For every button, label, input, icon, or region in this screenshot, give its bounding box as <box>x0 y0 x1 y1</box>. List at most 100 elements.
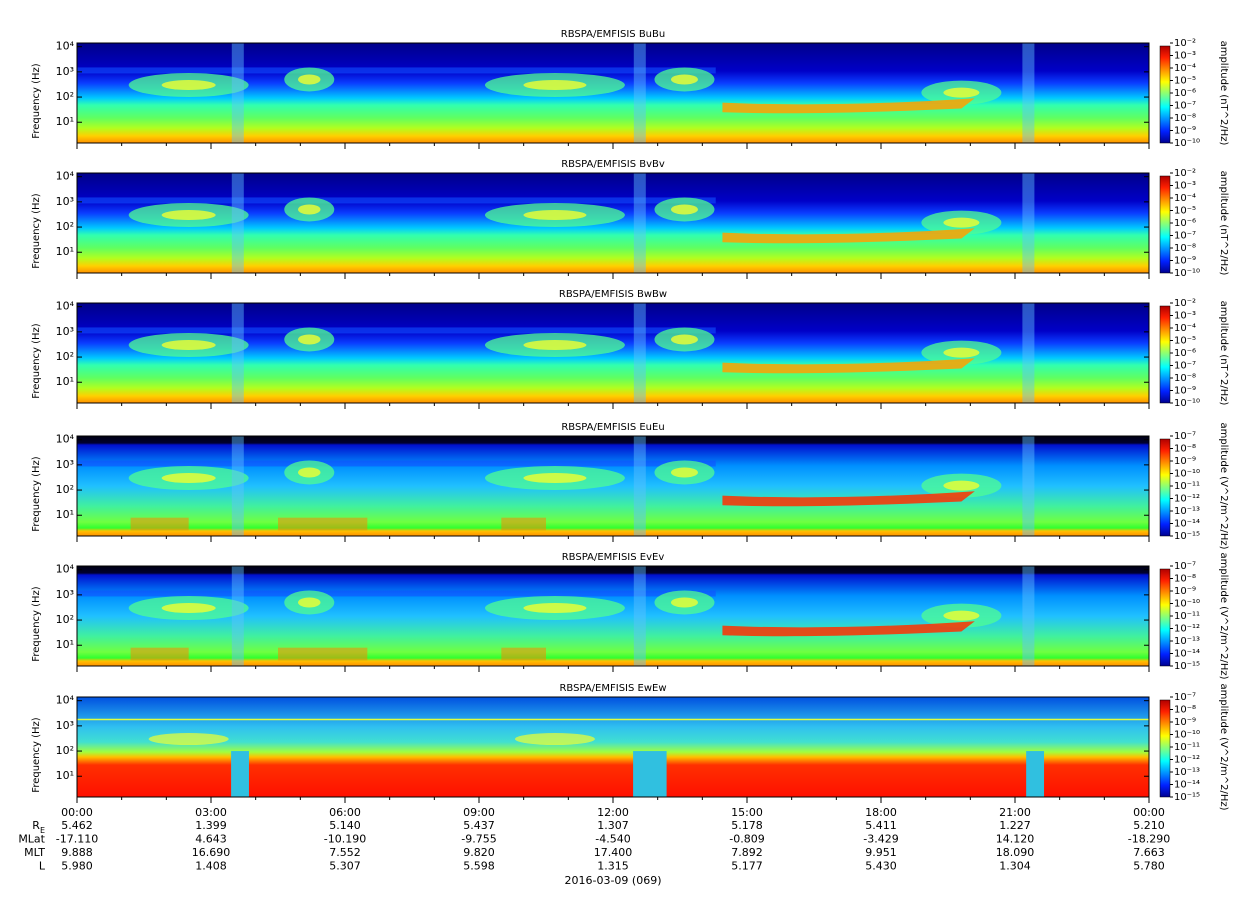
gap <box>633 751 667 797</box>
low-freq <box>501 517 546 531</box>
colorbar-tick-label: 10⁻⁸ <box>1174 444 1196 455</box>
y-tick-label: 10¹ <box>56 375 74 388</box>
ephemeris-value: 5.598 <box>463 860 495 873</box>
colorbar <box>1159 175 1171 274</box>
colorbar-tick-label: 10⁻⁵ <box>1174 336 1196 347</box>
panel-title: RBSPA/EMFISIS BwBw <box>559 289 667 300</box>
colorbar-tick-label: 10⁻⁸ <box>1174 243 1196 254</box>
y-axis-label: Frequency (Hz) <box>31 717 42 793</box>
spectrogram-background <box>77 697 1149 797</box>
y-tick-label: 10³ <box>56 325 74 338</box>
y-tick-label: 10⁴ <box>56 300 75 313</box>
ephemeris-value: 1.304 <box>999 860 1031 873</box>
ephemeris-value: 1.307 <box>597 819 629 832</box>
colorbar-tick-label: 10⁻¹¹ <box>1174 742 1200 753</box>
emission <box>298 334 321 345</box>
emission <box>298 204 321 215</box>
ephemeris-value: 1.315 <box>597 860 629 873</box>
ephemeris-value: 5.177 <box>731 860 763 873</box>
colorbar-tick-label: 10⁻¹⁴ <box>1174 649 1200 660</box>
emission <box>298 597 321 608</box>
y-tick-label: 10⁴ <box>56 694 75 707</box>
y-tick-label: 10¹ <box>56 638 74 651</box>
chorus-band <box>722 98 975 114</box>
ephemeris-value: 14.120 <box>996 833 1035 846</box>
spike <box>633 436 646 536</box>
band <box>77 460 716 467</box>
x-tick-label: 06:00 <box>329 806 361 819</box>
colorbar-tick-label: 10⁻⁵ <box>1174 206 1196 217</box>
panel-title: RBSPA/EMFISIS EvEv <box>562 552 665 563</box>
emission <box>670 467 698 478</box>
y-tick-label: 10⁴ <box>56 433 75 446</box>
ephemeris-value: 7.552 <box>329 846 361 859</box>
colorbar-label: amplitude (nT^2/Hz) <box>1218 301 1229 406</box>
ephemeris-value: 7.663 <box>1133 846 1165 859</box>
colorbar-tick-label: 10⁻¹⁰ <box>1174 138 1200 149</box>
emission <box>161 473 216 484</box>
ephemeris-value: 4.643 <box>195 833 227 846</box>
y-tick-label: 10² <box>56 90 74 103</box>
y-tick-label: 10¹ <box>56 115 74 128</box>
emission <box>523 80 587 91</box>
x-tick-label: 09:00 <box>463 806 495 819</box>
colorbar-label: amplitude (nT^2/Hz) <box>1218 171 1229 276</box>
colorbar-tick-label: 10⁻¹⁰ <box>1174 268 1200 279</box>
emission <box>161 603 216 614</box>
y-tick-label: 10¹ <box>56 769 74 782</box>
low-freq <box>130 647 189 661</box>
y-axis-label: Frequency (Hz) <box>31 456 42 532</box>
colorbar-tick-label: 10⁻⁷ <box>1174 361 1196 372</box>
colorbar-tick-label: 10⁻⁴ <box>1174 323 1196 334</box>
chorus-band <box>722 358 975 374</box>
colorbar-tick-label: 10⁻⁶ <box>1174 218 1196 229</box>
colorbar-tick-label: 10⁻² <box>1174 168 1196 179</box>
colorbar-tick-label: 10⁻⁹ <box>1174 386 1196 397</box>
spectrogram-image <box>77 566 1149 666</box>
colorbar-tick-label: 10⁻⁴ <box>1174 63 1196 74</box>
colorbar-tick-label: 10⁻⁶ <box>1174 348 1196 359</box>
spectrogram-image <box>77 436 1149 536</box>
colorbar-tick-label: 10⁻¹⁵ <box>1174 531 1200 542</box>
y-tick-label: 10⁴ <box>56 563 75 576</box>
band <box>77 590 716 597</box>
ephemeris-value: -10.190 <box>324 833 366 846</box>
spike <box>1022 303 1035 403</box>
ephemeris-label: RE <box>32 819 45 835</box>
ephemeris-value: 18.090 <box>996 846 1035 859</box>
colorbar-tick-label: 10⁻¹⁴ <box>1174 519 1200 530</box>
ephemeris-value: 9.820 <box>463 846 495 859</box>
colorbar-tick-label: 10⁻⁸ <box>1174 113 1196 124</box>
colorbar-tick-label: 10⁻¹³ <box>1174 506 1200 517</box>
colorbar-tick-label: 10⁻⁷ <box>1174 431 1196 442</box>
chorus-band <box>722 228 975 244</box>
y-tick-label: 10¹ <box>56 245 74 258</box>
low-freq <box>501 647 546 661</box>
colorbar <box>1159 568 1171 667</box>
ephemeris-value: 9.888 <box>61 846 93 859</box>
y-tick-label: 10¹ <box>56 508 74 521</box>
band <box>77 197 716 204</box>
emission <box>298 467 321 478</box>
ephemeris-value: 5.140 <box>329 819 361 832</box>
panel-title: RBSPA/EMFISIS EwEw <box>559 683 666 694</box>
ephemeris-label: MLT <box>24 846 45 859</box>
emission <box>161 340 216 351</box>
colorbar-tick-label: 10⁻³ <box>1174 311 1196 322</box>
colorbar-tick-label: 10⁻¹¹ <box>1174 611 1200 622</box>
emission <box>670 204 698 215</box>
ephemeris-label-text: L <box>39 860 46 873</box>
colorbar-tick-label: 10⁻⁶ <box>1174 88 1196 99</box>
colorbar-tick-label: 10⁻¹¹ <box>1174 481 1200 492</box>
y-axis-label: Frequency (Hz) <box>31 323 42 399</box>
low-freq <box>278 517 368 531</box>
y-tick-label: 10³ <box>56 719 74 732</box>
colorbar-label: amplitude (V^2/m^2/Hz) <box>1218 422 1229 549</box>
colorbar-label: amplitude (V^2/m^2/Hz) <box>1218 683 1229 810</box>
colorbar-tick-label: 10⁻¹³ <box>1174 636 1200 647</box>
gap <box>1026 751 1045 797</box>
ephemeris-value: 17.400 <box>594 846 633 859</box>
spike <box>231 436 244 536</box>
colorbar-tick-label: 10⁻¹³ <box>1174 767 1200 778</box>
ephemeris-value: -17.110 <box>56 833 98 846</box>
